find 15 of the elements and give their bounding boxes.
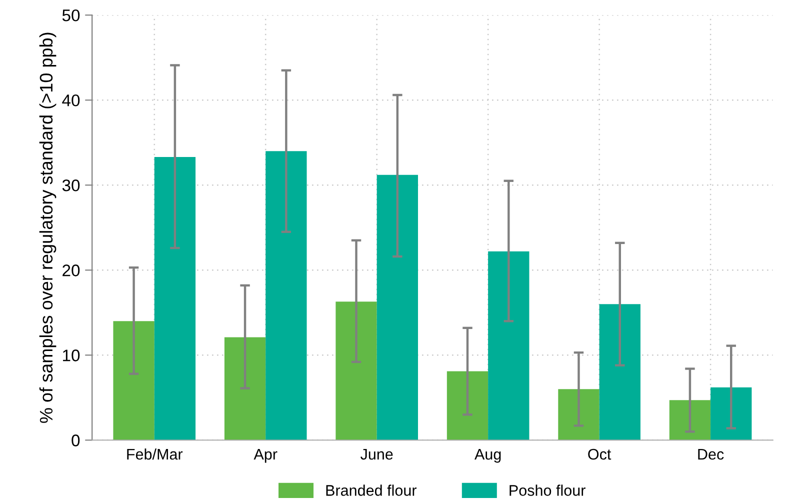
x-tick-label: Dec xyxy=(698,449,724,460)
x-tick-label: Oct xyxy=(588,448,612,460)
y-tick-label: 0 xyxy=(72,434,80,446)
x-tick-label: Feb/Mar xyxy=(127,448,183,460)
y-axis-title: % of samples over regulatory standard (>10 ppb) xyxy=(39,32,56,423)
legend-label: Posho flour xyxy=(510,484,586,496)
y-tick-label: 30 xyxy=(62,180,80,192)
y-tick-label: 40 xyxy=(62,94,80,106)
y-tick-label: 20 xyxy=(62,264,80,276)
x-tick-label: Aug xyxy=(474,449,501,463)
x-tick-label: Apr xyxy=(254,449,278,463)
x-tick-label: June xyxy=(360,449,393,460)
y-tick-label: 50 xyxy=(62,9,80,22)
y-tick-label: 10 xyxy=(63,350,80,362)
legend-label: Branded flour xyxy=(326,484,417,496)
